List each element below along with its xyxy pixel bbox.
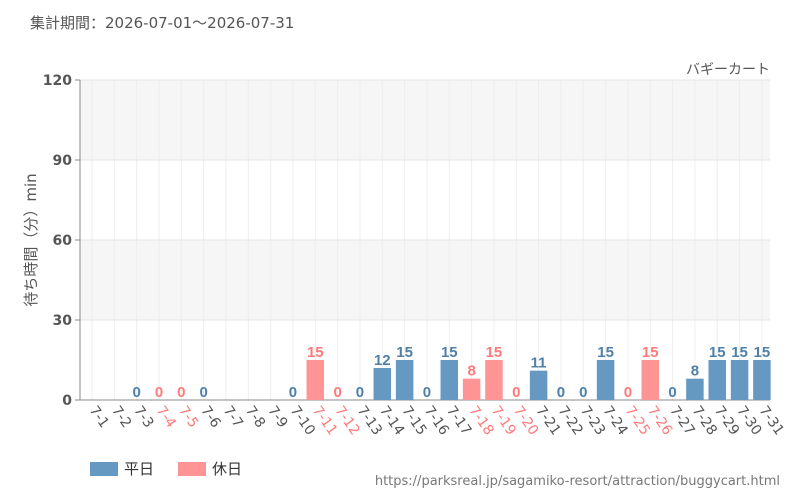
data-label: 0 bbox=[132, 384, 140, 401]
x-tick-label: 7-4 bbox=[153, 403, 179, 431]
y-tick-label: 60 bbox=[53, 233, 73, 249]
data-label: 15 bbox=[709, 344, 726, 361]
chart-title: バギーカート bbox=[686, 62, 770, 78]
background-band bbox=[80, 240, 770, 320]
y-tick-label: 90 bbox=[53, 153, 73, 169]
x-tick-label: 7-6 bbox=[197, 403, 223, 431]
data-label: 12 bbox=[374, 352, 391, 369]
legend: 平日 休日 bbox=[90, 458, 242, 479]
data-label: 15 bbox=[731, 344, 748, 361]
background-band bbox=[80, 80, 770, 160]
data-label: 0 bbox=[333, 384, 341, 401]
y-tick-label: 120 bbox=[43, 73, 72, 89]
bar bbox=[708, 360, 726, 400]
x-tick-label: 7-1 bbox=[86, 403, 112, 431]
data-label: 0 bbox=[155, 384, 163, 401]
legend-label-holiday: 休日 bbox=[212, 460, 243, 478]
legend-label-weekday: 平日 bbox=[124, 460, 155, 478]
bar bbox=[730, 360, 749, 400]
x-tick-labels: 7-17-27-37-47-57-67-77-87-97-107-117-127… bbox=[86, 403, 787, 438]
x-tick-label: 7-31 bbox=[756, 403, 787, 438]
data-label: 0 bbox=[356, 384, 364, 401]
bar bbox=[462, 378, 481, 400]
background-band bbox=[80, 160, 770, 240]
data-label: 0 bbox=[668, 384, 676, 401]
bar bbox=[395, 360, 414, 400]
data-label: 0 bbox=[423, 384, 431, 401]
data-label: 15 bbox=[396, 344, 413, 361]
x-tick-label: 7-5 bbox=[175, 403, 201, 431]
data-label: 11 bbox=[531, 355, 547, 372]
source-url: https://parksreal.jp/sagamiko-resort/att… bbox=[374, 474, 780, 489]
x-tick-label: 7-3 bbox=[130, 403, 156, 431]
bar bbox=[373, 368, 392, 400]
y-tick-labels: 0 30 60 90 120 bbox=[43, 73, 72, 409]
bar bbox=[529, 370, 548, 400]
y-axis-title: 待ち時間（分）min bbox=[22, 173, 40, 306]
legend-swatch-weekday bbox=[90, 461, 118, 476]
data-label: 15 bbox=[307, 344, 324, 361]
legend-swatch-holiday bbox=[178, 461, 207, 476]
bar bbox=[440, 360, 459, 400]
data-label: 15 bbox=[642, 344, 659, 361]
data-label: 8 bbox=[467, 363, 475, 380]
data-label: 0 bbox=[579, 384, 587, 401]
bar bbox=[485, 360, 503, 400]
vertical-gridlines bbox=[91, 80, 763, 400]
data-label: 15 bbox=[441, 344, 458, 361]
bar bbox=[596, 360, 615, 400]
data-label: 0 bbox=[177, 384, 185, 401]
bar bbox=[686, 378, 704, 400]
bar bbox=[641, 360, 660, 400]
data-label: 8 bbox=[691, 363, 699, 380]
x-tick-label: 7-7 bbox=[220, 403, 246, 431]
x-tick-label: 7-8 bbox=[242, 403, 268, 431]
period-label: 集計期間：2026-07-01〜2026-07-31 bbox=[30, 14, 295, 32]
x-tick-label: 7-9 bbox=[264, 403, 290, 431]
data-label: 15 bbox=[486, 344, 503, 361]
horizontal-gridlines bbox=[75, 79, 770, 401]
data-label: 15 bbox=[754, 344, 771, 361]
y-tick-label: 0 bbox=[62, 393, 72, 409]
legend-item-weekday: 平日 bbox=[90, 458, 154, 479]
data-label: 15 bbox=[597, 344, 614, 361]
bar bbox=[306, 360, 325, 400]
bar bbox=[753, 360, 771, 400]
x-tick-label: 7-2 bbox=[108, 403, 134, 431]
bars bbox=[306, 360, 771, 400]
data-label: 0 bbox=[557, 384, 565, 401]
data-label: 0 bbox=[624, 384, 632, 401]
legend-item-holiday: 休日 bbox=[178, 458, 242, 479]
data-label: 0 bbox=[289, 384, 297, 401]
data-label: 0 bbox=[512, 384, 520, 401]
data-label: 0 bbox=[199, 384, 207, 401]
y-tick-label: 30 bbox=[53, 313, 73, 329]
